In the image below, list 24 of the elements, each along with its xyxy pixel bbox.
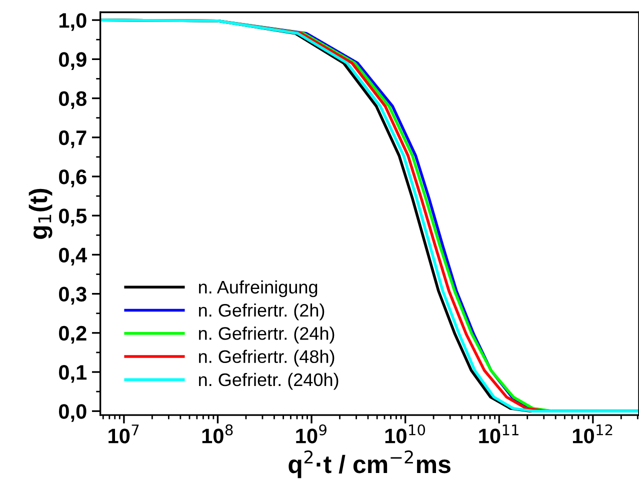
y-axis-title: g$_{1}$(t) [28, 188, 52, 239]
y-tick-label: 0,6 [58, 169, 86, 188]
x-tick-label: 10$^{12}$ [572, 424, 612, 444]
x-tick-label: 10$^{9}$ [296, 424, 326, 444]
legend-label: n. Gefrietr. (240h) [199, 372, 338, 390]
y-tick-label: 0,1 [58, 365, 87, 383]
x-tick-label: 10$^{8}$ [202, 424, 233, 444]
y-tick-label: 0,9 [58, 52, 86, 70]
legend-label: n. Gefriertr. (48h) [199, 350, 334, 367]
x-tick-label: 10$^{7}$ [108, 424, 139, 444]
x-tick-label: 10$^{11}$ [479, 424, 518, 444]
y-tick-label: 0,0 [58, 404, 86, 422]
legend-label: n. Gefriertr. (24h) [199, 326, 334, 344]
y-tick-label: 0,4 [58, 248, 88, 266]
y-tick-label: 0,7 [58, 130, 86, 148]
y-tick-label: 0,8 [58, 91, 86, 110]
x-axis-title: q$^{2}$·t / cm$^{−2}$ms [288, 450, 450, 478]
y-tick-label: 1,0 [59, 13, 86, 31]
y-tick-label: 0,2 [58, 326, 86, 344]
y-tick-label: 0,5 [58, 208, 87, 226]
legend-label: n. Gefriertr. (2h) [199, 303, 324, 320]
y-tick-label: 0,3 [58, 286, 86, 305]
legend-label: n. Aufreinigung [199, 280, 318, 298]
x-tick-label: 10$^{10}$ [385, 424, 426, 444]
